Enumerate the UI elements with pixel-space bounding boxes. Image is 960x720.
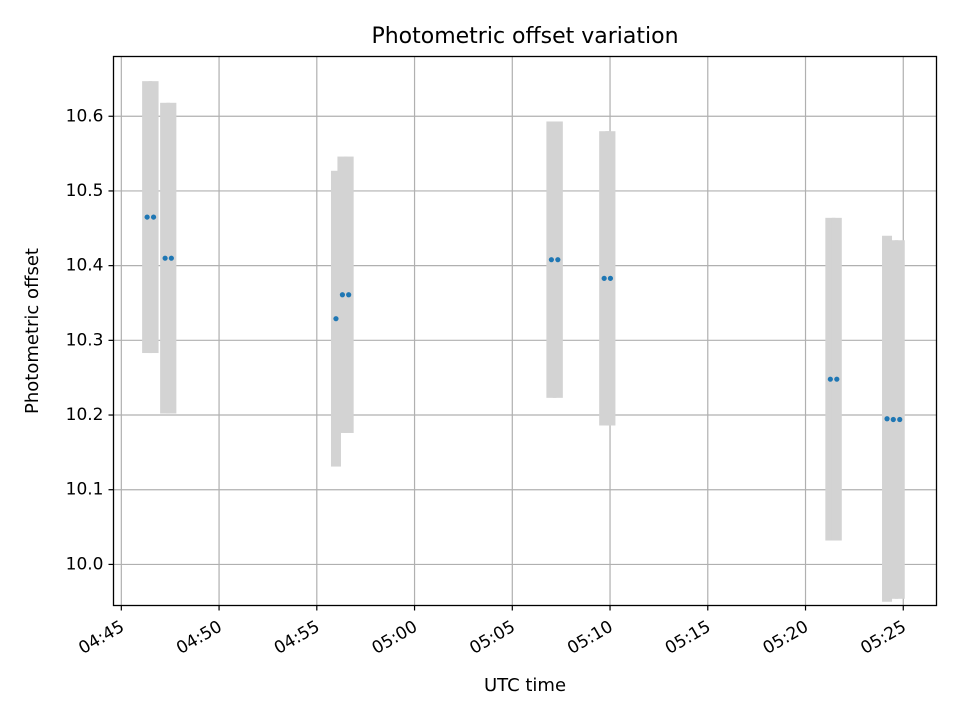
data-point	[168, 255, 174, 261]
data-point	[162, 255, 168, 261]
data-point	[555, 257, 561, 263]
data-point	[834, 376, 840, 382]
chart-title: Photometric offset variation	[371, 24, 678, 49]
data-point	[601, 275, 607, 281]
y-axis-ticks: 10.0 10.1 10.2 10.3 10.4 10.5 10.6	[66, 106, 114, 574]
y-tick-label: 10.5	[66, 181, 104, 201]
data-point	[144, 214, 150, 220]
data-point	[884, 416, 890, 422]
data-point	[607, 275, 614, 281]
data-point	[827, 376, 833, 382]
y-tick-label: 10.4	[66, 256, 104, 276]
x-axis-label: UTC time	[484, 675, 566, 696]
data-point	[333, 316, 339, 322]
grid	[113, 56, 937, 606]
plot-frame	[112, 55, 938, 607]
y-axis-label: Photometric offset	[22, 248, 43, 414]
y-tick-label: 10.1	[66, 480, 104, 500]
data-point	[548, 257, 554, 263]
data-point	[150, 214, 157, 220]
y-tick-label: 10.3	[66, 330, 104, 350]
data-point	[897, 416, 903, 423]
data-point	[339, 292, 346, 298]
data-point	[890, 416, 896, 423]
y-tick-label: 10.6	[66, 106, 104, 126]
y-tick-label: 10.2	[66, 405, 104, 425]
data-points	[144, 214, 903, 423]
data-point	[346, 292, 352, 298]
y-tick-label: 10.0	[66, 554, 104, 574]
